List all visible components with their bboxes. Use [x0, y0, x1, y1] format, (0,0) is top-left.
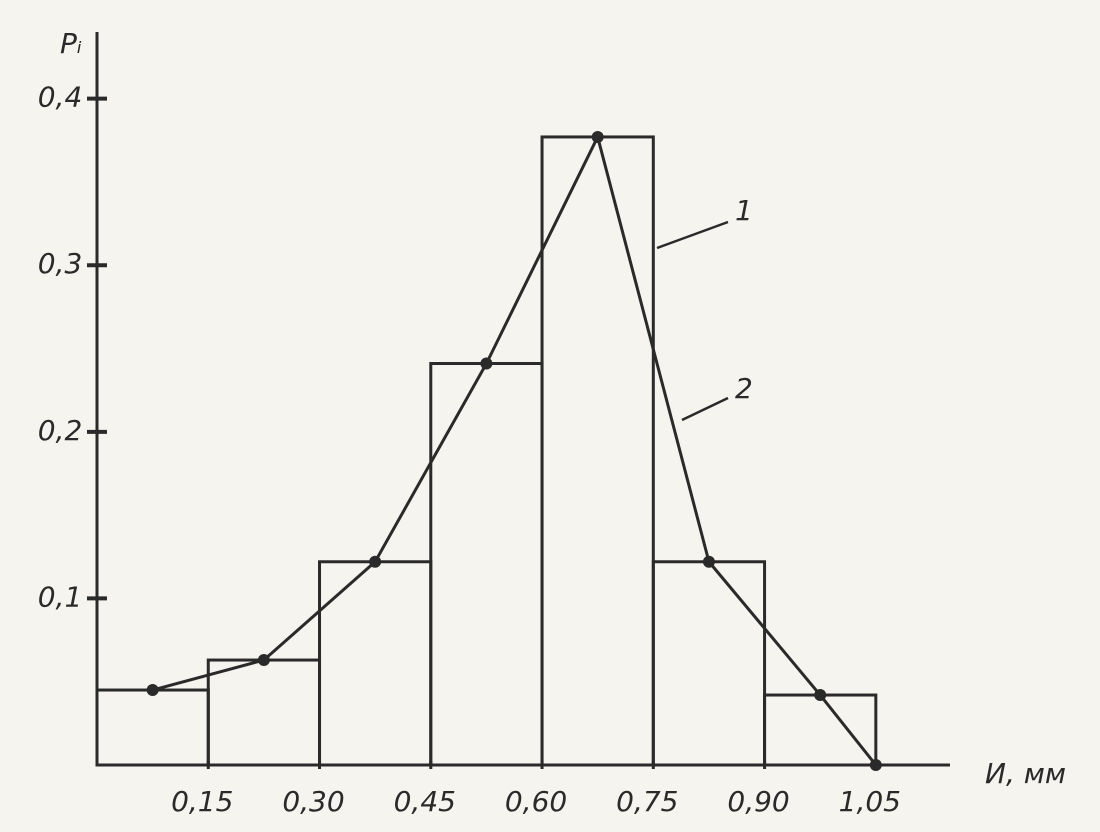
x-tick-label: 0,75	[616, 785, 678, 818]
histogram-label: 1	[735, 194, 753, 227]
polygon-point	[702, 555, 715, 568]
polygon-point	[480, 357, 493, 370]
polygon-point	[369, 555, 382, 568]
y-axis-label: Pᵢ	[60, 27, 82, 60]
y-tick-label: 0,4	[38, 81, 83, 114]
x-tick-label: 0,15	[171, 785, 233, 818]
x-tick-label: 1,05	[839, 785, 901, 818]
polygon-point	[257, 654, 270, 667]
polygon-point	[814, 689, 827, 702]
x-tick-label: 0,90	[727, 785, 789, 818]
x-axis-label: И, мм	[985, 757, 1066, 790]
x-tick-label: 0,30	[282, 785, 344, 818]
y-tick-label: 0,1	[38, 580, 83, 613]
polygon-label: 2	[735, 372, 753, 405]
polygon-point	[591, 130, 604, 143]
x-tick-label: 0,45	[394, 785, 456, 818]
leader-line	[681, 396, 729, 422]
frequency-polygon	[152, 132, 878, 766]
x-tick-label: 0,60	[505, 785, 567, 818]
y-tick-label: 0,2	[38, 414, 83, 447]
y-tick-label: 0,3	[38, 247, 83, 280]
polygon-point	[146, 684, 159, 697]
leader-line	[656, 220, 729, 250]
polygon-point	[869, 759, 882, 771]
